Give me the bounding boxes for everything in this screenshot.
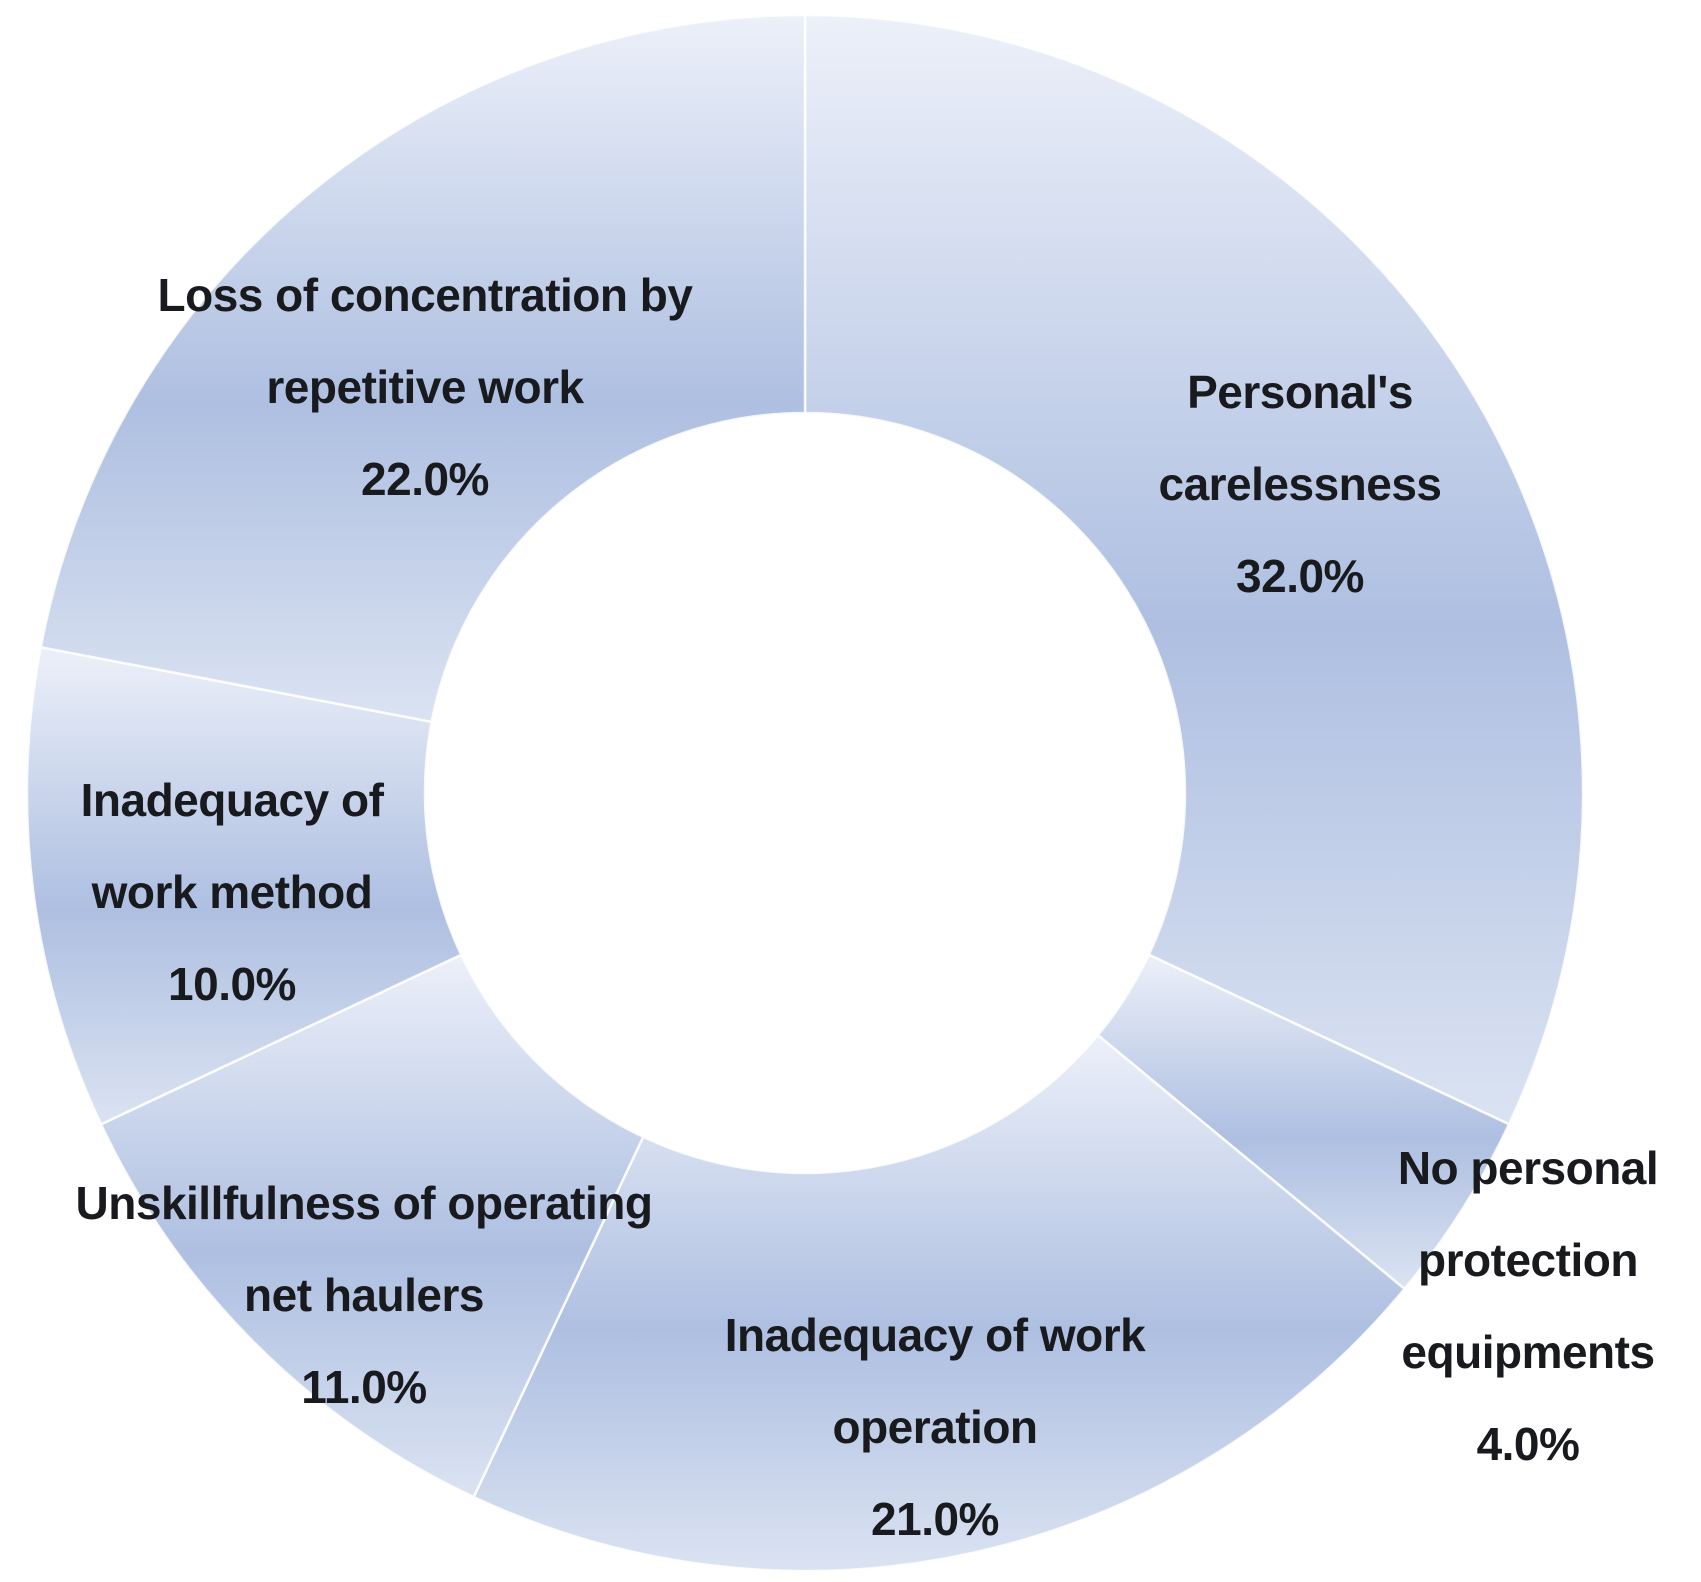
- label-line: operation: [832, 1401, 1038, 1453]
- label-inadequacy-of-work-method: Inadequacy of work method 10.0%: [81, 754, 384, 1030]
- label-value: 22.0%: [361, 453, 489, 505]
- label-line: work method: [91, 866, 373, 918]
- label-value: 11.0%: [301, 1361, 427, 1413]
- label-unskillfulness-of-operating-net-haulers: Unskillfulness of operating net haulers …: [76, 1157, 653, 1433]
- label-line: Inadequacy of: [80, 774, 384, 826]
- label-line: Inadequacy of work: [724, 1309, 1146, 1361]
- label-no-personal-protection-equipments: No personal protection equipments 4.0%: [1397, 1122, 1659, 1490]
- slice-loss-of-concentration-by-repetitive-work: [39, 13, 807, 724]
- slice-unskillfulness-of-operating-net-haulers: [99, 953, 645, 1499]
- slice-personal-s-carelessness: [803, 13, 1585, 1126]
- label-line: protection: [1418, 1234, 1638, 1286]
- label-value: 4.0%: [1476, 1418, 1580, 1470]
- label-personals-carelessness: Personal's carelessness 32.0%: [1158, 346, 1442, 622]
- label-line: Personal's: [1187, 366, 1413, 418]
- label-line: carelessness: [1158, 458, 1442, 510]
- label-value: 21.0%: [871, 1493, 999, 1545]
- slice-inadequacy-of-work-operation: [472, 1033, 1406, 1573]
- label-value: 10.0%: [168, 958, 296, 1010]
- label-line: repetitive work: [266, 361, 584, 413]
- label-line: net haulers: [244, 1269, 484, 1321]
- label-line: equipments: [1401, 1326, 1655, 1378]
- label-loss-of-concentration-by-repetitive-work: Loss of concentration by repetitive work…: [158, 249, 693, 525]
- slice-inadequacy-of-work-method: [25, 645, 463, 1126]
- label-inadequacy-of-work-operation: Inadequacy of work operation 21.0%: [724, 1289, 1146, 1565]
- label-line: Unskillfulness of operating: [75, 1177, 653, 1229]
- label-value: 32.0%: [1236, 550, 1364, 602]
- label-line: No personal: [1397, 1142, 1659, 1194]
- label-line: Loss of concentration by: [157, 269, 693, 321]
